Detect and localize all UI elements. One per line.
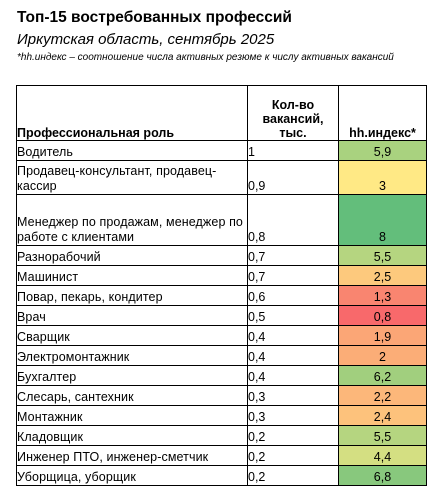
cell-hh-index: 2: [338, 345, 427, 366]
cell-vacancies: 0,6: [247, 285, 339, 306]
index-footnote: *hh.индекс – соотношение числа активных …: [17, 52, 394, 63]
cell-hh-index: 1,9: [338, 325, 427, 346]
cell-vacancies: 0,4: [247, 365, 339, 386]
table-row: Разнорабочий 0,7 5,5: [16, 245, 427, 266]
cell-role: Слесарь, сантехник: [16, 385, 248, 406]
cell-hh-index: 3: [338, 160, 427, 195]
table-row: Инженер ПТО, инженер-сметчик 0,2 4,4: [16, 445, 427, 466]
table-row: Машинист 0,7 2,5: [16, 265, 427, 286]
table-row: Менеджер по продажам, менеджер по работе…: [16, 194, 427, 246]
cell-role: Кладовщик: [16, 425, 248, 446]
cell-role: Уборщица, уборщик: [16, 465, 248, 486]
cell-hh-index: 4,4: [338, 445, 427, 466]
cell-vacancies: 0,2: [247, 425, 339, 446]
table-row: Электромонтажник 0,4 2: [16, 345, 427, 366]
cell-vacancies: 0,7: [247, 265, 339, 286]
cell-hh-index: 2,4: [338, 405, 427, 426]
page-subtitle: Иркутская область, сентябрь 2025: [17, 31, 275, 48]
cell-role: Повар, пекарь, кондитер: [16, 285, 248, 306]
cell-role: Монтажник: [16, 405, 248, 426]
table-row: Продавец-консультант, продавец-кассир 0,9…: [16, 160, 427, 195]
cell-vacancies: 0,4: [247, 325, 339, 346]
table-row: Кладовщик 0,2 5,5: [16, 425, 427, 446]
page-title: Топ-15 востребованных профессий: [17, 9, 292, 26]
cell-hh-index: 6,2: [338, 365, 427, 386]
table-row: Сварщик 0,4 1,9: [16, 325, 427, 346]
cell-vacancies: 1: [247, 140, 339, 161]
professions-table: Профессиональная роль Кол-во вакансий, т…: [16, 85, 427, 486]
cell-hh-index: 5,5: [338, 245, 427, 266]
table-body: Водитель 1 5,9 Продавец-консультант, продав…: [16, 140, 427, 486]
cell-role: Продавец-консультант, продавец-кассир: [16, 160, 248, 195]
table-row: Бухгалтер 0,4 6,2: [16, 365, 427, 386]
table-row: Монтажник 0,3 2,4: [16, 405, 427, 426]
cell-hh-index: 5,9: [338, 140, 427, 161]
cell-role: Электромонтажник: [16, 345, 248, 366]
table-row: Врач 0,5 0,8: [16, 305, 427, 326]
cell-role: Разнорабочий: [16, 245, 248, 266]
table-row: Уборщица, уборщик 0,2 6,8: [16, 465, 427, 486]
cell-role: Водитель: [16, 140, 248, 161]
table-row: Повар, пекарь, кондитер 0,6 1,3: [16, 285, 427, 306]
table-row: Слесарь, сантехник 0,3 2,2: [16, 385, 427, 406]
cell-role: Врач: [16, 305, 248, 326]
cell-vacancies: 0,2: [247, 465, 339, 486]
cell-hh-index: 2,5: [338, 265, 427, 286]
cell-role: Машинист: [16, 265, 248, 286]
cell-vacancies: 0,4: [247, 345, 339, 366]
cell-role: Сварщик: [16, 325, 248, 346]
cell-role: Инженер ПТО, инженер-сметчик: [16, 445, 248, 466]
cell-hh-index: 2,2: [338, 385, 427, 406]
cell-vacancies: 0,3: [247, 405, 339, 426]
cell-hh-index: 8: [338, 194, 427, 246]
cell-vacancies: 0,8: [247, 194, 339, 246]
cell-hh-index: 5,5: [338, 425, 427, 446]
column-header-role: Профессиональная роль: [16, 85, 248, 141]
cell-hh-index: 0,8: [338, 305, 427, 326]
column-header-vacancies: Кол-во вакансий, тыс.: [247, 85, 339, 141]
cell-role: Бухгалтер: [16, 365, 248, 386]
column-header-index: hh.индекс*: [338, 85, 427, 141]
table-row: Водитель 1 5,9: [16, 140, 427, 161]
cell-hh-index: 6,8: [338, 465, 427, 486]
cell-hh-index: 1,3: [338, 285, 427, 306]
table-header-row: Профессиональная роль Кол-во вакансий, т…: [16, 85, 427, 141]
cell-vacancies: 0,3: [247, 385, 339, 406]
cell-vacancies: 0,5: [247, 305, 339, 326]
cell-vacancies: 0,2: [247, 445, 339, 466]
cell-vacancies: 0,7: [247, 245, 339, 266]
cell-role: Менеджер по продажам, менеджер по работе…: [16, 194, 248, 246]
cell-vacancies: 0,9: [247, 160, 339, 195]
